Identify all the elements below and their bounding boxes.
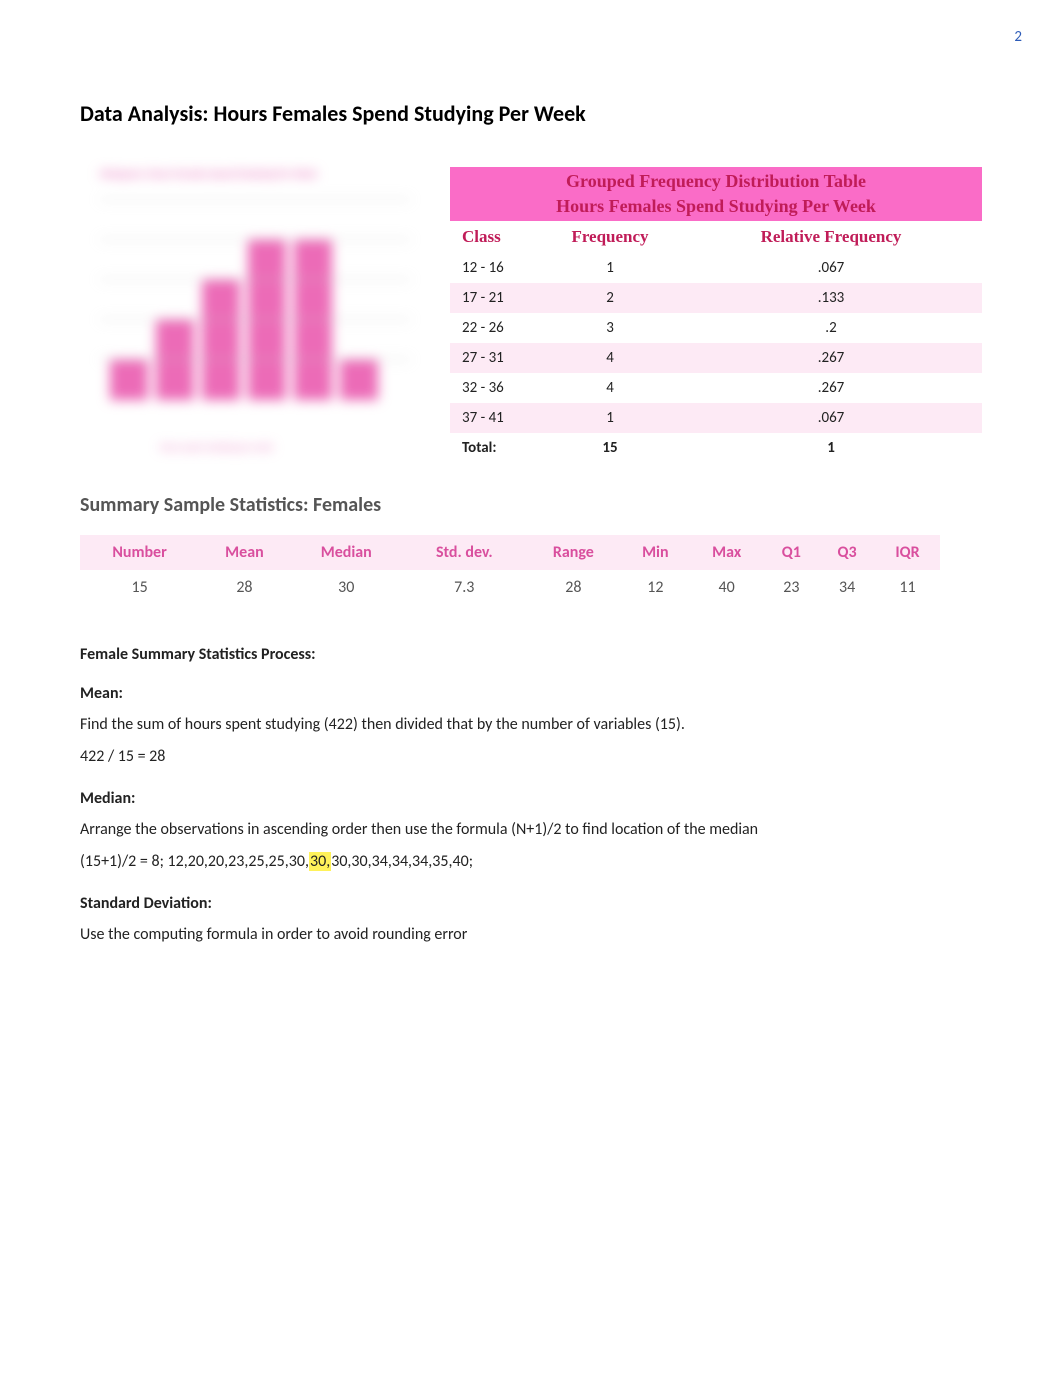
- chart-bar: [202, 280, 240, 400]
- median-calc: (15+1)/2 = 8; 12,20,20,23,25,25,30,30,30…: [80, 850, 982, 874]
- table-row: 17 - 212.133: [450, 283, 982, 313]
- cell-rel: .133: [680, 283, 982, 313]
- stats-cell: 11: [875, 570, 940, 605]
- stats-col: Q1: [763, 535, 819, 570]
- stats-col: Mean: [199, 535, 290, 570]
- process-heading: Female Summary Statistics Process:: [80, 645, 982, 664]
- freq-table-title-1: Grouped Frequency Distribution Table: [450, 167, 982, 196]
- cell-class: 27 - 31: [450, 343, 540, 373]
- page-title: Data Analysis: Hours Females Spend Study…: [80, 100, 982, 127]
- total-freq: 15: [540, 433, 680, 463]
- median-text: Arrange the observations in ascending or…: [80, 818, 982, 842]
- cell-freq: 1: [540, 403, 680, 433]
- cell-class: 22 - 26: [450, 313, 540, 343]
- cell-rel: .067: [680, 253, 982, 283]
- chart-bar: [340, 360, 378, 400]
- cell-class: 17 - 21: [450, 283, 540, 313]
- cell-freq: 4: [540, 343, 680, 373]
- stddev-label: Standard Deviation:: [80, 894, 982, 913]
- stats-cell: 28: [199, 570, 290, 605]
- median-calc-pre: (15+1)/2 = 8; 12,20,20,23,25,25,30,: [80, 852, 309, 871]
- table-row: 12 - 161.067: [450, 253, 982, 283]
- stats-cell: 34: [819, 570, 875, 605]
- histogram-chart: Histogram: Hours Females Spend Studying …: [80, 167, 420, 447]
- cell-class: 32 - 36: [450, 373, 540, 403]
- stats-col: Max: [690, 535, 764, 570]
- summary-heading: Summary Sample Statistics: Females: [80, 493, 982, 517]
- col-class: Class: [450, 221, 540, 253]
- stats-col: Min: [621, 535, 690, 570]
- total-label: Total:: [450, 433, 540, 463]
- cell-rel: .267: [680, 373, 982, 403]
- page-number: 2: [1014, 28, 1022, 46]
- frequency-table: Grouped Frequency Distribution Table Hou…: [450, 167, 982, 463]
- stats-cell: 12: [621, 570, 690, 605]
- stats-col: Q3: [819, 535, 875, 570]
- stats-col: Median: [290, 535, 403, 570]
- cell-freq: 3: [540, 313, 680, 343]
- table-row: 37 - 411.067: [450, 403, 982, 433]
- median-calc-post: 30,30,34,34,34,35,40;: [331, 852, 473, 871]
- stats-cell: 7.3: [403, 570, 526, 605]
- stddev-text: Use the computing formula in order to av…: [80, 923, 982, 947]
- table-row: 32 - 364.267: [450, 373, 982, 403]
- col-relative-frequency: Relative Frequency: [680, 221, 982, 253]
- mean-calc: 422 / 15 = 28: [80, 745, 982, 769]
- chart-bar: [294, 240, 332, 400]
- chart-x-label: Hours spent studying per week: [160, 442, 273, 453]
- cell-rel: .267: [680, 343, 982, 373]
- cell-freq: 2: [540, 283, 680, 313]
- stats-cell: 30: [290, 570, 403, 605]
- chart-bar: [248, 240, 286, 400]
- stats-cell: 15: [80, 570, 199, 605]
- median-highlight: 30,: [309, 852, 331, 871]
- cell-freq: 4: [540, 373, 680, 403]
- chart-title: Histogram: Hours Females Spend Studying …: [100, 167, 420, 180]
- mean-label: Mean:: [80, 684, 982, 703]
- col-frequency: Frequency: [540, 221, 680, 253]
- mean-text: Find the sum of hours spent studying (42…: [80, 713, 982, 737]
- cell-class: 37 - 41: [450, 403, 540, 433]
- table-row: 22 - 263.2: [450, 313, 982, 343]
- stats-cell: 28: [526, 570, 621, 605]
- chart-bar: [110, 360, 148, 400]
- stats-col: Number: [80, 535, 199, 570]
- cell-rel: .067: [680, 403, 982, 433]
- cell-rel: .2: [680, 313, 982, 343]
- stats-col: IQR: [875, 535, 940, 570]
- table-row: 27 - 314.267: [450, 343, 982, 373]
- cell-class: 12 - 16: [450, 253, 540, 283]
- total-rel: 1: [680, 433, 982, 463]
- summary-stats-table: NumberMeanMedianStd. dev.RangeMinMaxQ1Q3…: [80, 535, 940, 605]
- stats-col: Std. dev.: [403, 535, 526, 570]
- freq-table-title-2: Hours Females Spend Studying Per Week: [450, 196, 982, 221]
- stats-col: Range: [526, 535, 621, 570]
- chart-bar: [156, 320, 194, 400]
- median-label: Median:: [80, 789, 982, 808]
- stats-cell: 40: [690, 570, 764, 605]
- cell-freq: 1: [540, 253, 680, 283]
- stats-cell: 23: [763, 570, 819, 605]
